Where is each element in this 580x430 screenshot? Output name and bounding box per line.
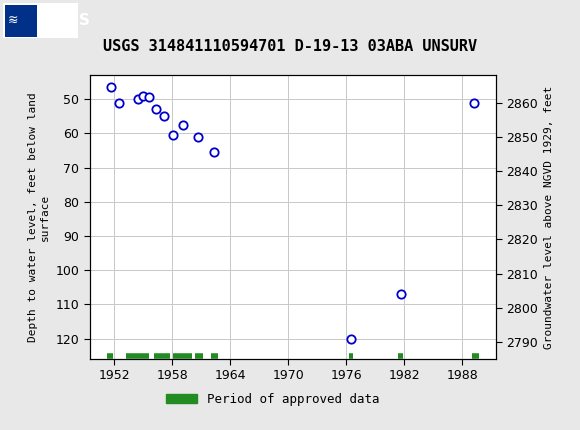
Text: ≋: ≋ <box>8 14 18 27</box>
Y-axis label: Depth to water level, feet below land
surface: Depth to water level, feet below land su… <box>28 92 50 342</box>
Y-axis label: Groundwater level above NGVD 1929, feet: Groundwater level above NGVD 1929, feet <box>543 86 554 349</box>
Text: USGS 314841110594701 D-19-13 03ABA UNSURV: USGS 314841110594701 D-19-13 03ABA UNSUR… <box>103 39 477 54</box>
Bar <box>3 3 78 37</box>
Legend: Period of approved data: Period of approved data <box>161 388 385 411</box>
Text: USGS: USGS <box>44 13 90 28</box>
Bar <box>5 5 37 37</box>
